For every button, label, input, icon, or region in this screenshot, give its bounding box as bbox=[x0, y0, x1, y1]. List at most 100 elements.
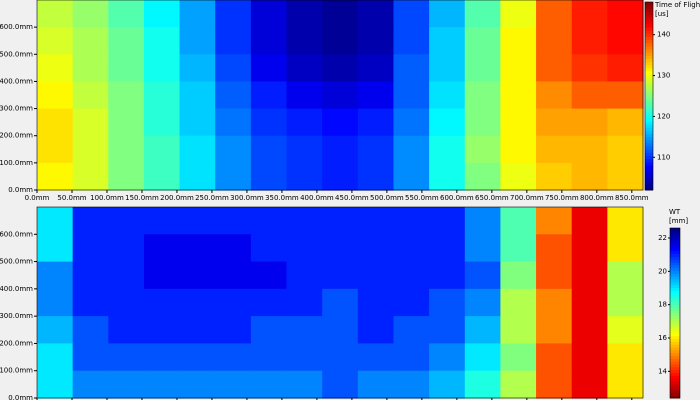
heatmap-cell bbox=[179, 288, 216, 317]
heatmap-cell bbox=[429, 261, 466, 290]
colorbar-segment bbox=[645, 183, 653, 188]
heatmap-cell bbox=[108, 81, 145, 110]
heatmap-cell bbox=[464, 343, 502, 372]
heatmap-cell bbox=[179, 343, 216, 372]
heatmap-cell bbox=[37, 54, 74, 83]
heatmap-cell bbox=[143, 108, 181, 137]
heatmap-cell bbox=[607, 288, 644, 317]
colorbar-frame bbox=[644, 1, 654, 191]
colorbar-segment bbox=[645, 55, 653, 59]
heatmap-cell bbox=[464, 288, 502, 317]
heatmap-cell bbox=[72, 343, 109, 372]
heatmap-cell bbox=[215, 54, 252, 83]
heatmap-cell bbox=[286, 0, 323, 28]
heatmap-cell bbox=[429, 54, 466, 83]
heatmap-cell bbox=[536, 207, 573, 235]
heatmap-cell bbox=[286, 316, 323, 345]
colorbar-segment bbox=[645, 152, 653, 157]
heatmap-cell bbox=[322, 288, 359, 317]
heatmap-cell bbox=[250, 54, 288, 83]
heatmap-cell bbox=[72, 27, 109, 55]
heatmap-cell bbox=[357, 370, 395, 399]
heatmap-cell bbox=[143, 261, 181, 290]
heatmap-cell bbox=[179, 207, 216, 235]
heatmap-cell bbox=[607, 108, 644, 137]
heatmap-cell bbox=[464, 54, 502, 83]
y-tick-label: 300.0mm bbox=[0, 105, 33, 113]
heatmap-cell bbox=[357, 135, 395, 164]
heatmap-cell bbox=[72, 0, 109, 28]
colorbar-segment bbox=[670, 279, 680, 283]
colorbar-segment bbox=[645, 161, 653, 166]
heatmap-cell bbox=[571, 343, 608, 372]
colorbar-segment bbox=[645, 74, 653, 78]
colorbar-segment bbox=[670, 349, 680, 354]
heatmap-cell bbox=[536, 27, 573, 55]
heatmap-cell bbox=[393, 135, 430, 164]
colorbar-segment bbox=[645, 64, 653, 69]
heatmap-cell bbox=[108, 0, 145, 28]
heatmap-cell bbox=[286, 207, 323, 235]
heatmap-cell bbox=[215, 135, 252, 164]
heatmap-cell bbox=[607, 0, 644, 28]
heatmap-cell bbox=[357, 0, 395, 28]
heatmap-cell bbox=[108, 343, 145, 372]
colorbar-segment bbox=[670, 366, 680, 371]
heatmap-cell bbox=[322, 108, 359, 137]
heatmap-cell bbox=[215, 0, 252, 28]
heatmap-cell bbox=[429, 316, 466, 345]
heatmap-cell bbox=[37, 135, 74, 164]
x-tick-label: 50.0mm bbox=[57, 194, 86, 202]
heatmap-cell bbox=[143, 370, 181, 399]
colorbar-segment bbox=[670, 281, 680, 286]
heatmap-cell bbox=[607, 27, 644, 55]
x-tick-label: 100.0mm bbox=[90, 194, 124, 202]
heatmap-cell bbox=[72, 261, 109, 290]
colorbar-segment bbox=[645, 146, 653, 150]
heatmap-cell bbox=[108, 54, 145, 83]
heatmap-cell bbox=[108, 316, 145, 345]
heatmap-cell bbox=[72, 288, 109, 317]
heatmap-cell bbox=[536, 261, 573, 290]
y-tick-label: 100.0mm bbox=[0, 367, 33, 375]
heatmap-cell bbox=[37, 162, 74, 191]
x-tick-label: 250.0mm bbox=[195, 194, 229, 202]
colorbar-label: WT bbox=[669, 208, 681, 216]
heatmap-cell bbox=[357, 207, 395, 235]
heatmap-cell bbox=[393, 234, 430, 263]
colorbar-segment bbox=[670, 315, 680, 320]
colorbar-segment bbox=[670, 321, 680, 325]
y-tick-label: 400.0mm bbox=[0, 285, 33, 293]
colorbar-segment bbox=[645, 121, 653, 125]
colorbar-segment bbox=[670, 381, 680, 385]
heatmap-cell bbox=[357, 81, 395, 110]
heatmap-cell bbox=[322, 81, 359, 110]
y-tick-label: 500.0mm bbox=[0, 50, 33, 58]
heatmap-cell bbox=[536, 54, 573, 83]
heatmap-cell bbox=[464, 316, 502, 345]
heatmap-cell bbox=[179, 81, 216, 110]
colorbar-tick-label: 120 bbox=[657, 112, 670, 120]
colorbar-segment bbox=[670, 270, 680, 274]
heatmap-cell bbox=[322, 261, 359, 290]
heatmap-cell bbox=[143, 0, 181, 28]
heatmap-cell bbox=[500, 27, 537, 55]
colorbar-segment bbox=[645, 105, 653, 110]
heatmap-cell bbox=[429, 162, 466, 191]
heatmap-cell bbox=[250, 108, 288, 137]
heatmap-cell bbox=[72, 316, 109, 345]
colorbar-segment bbox=[670, 301, 680, 305]
heatmap-cell bbox=[37, 234, 74, 263]
colorbar-segment bbox=[670, 364, 680, 368]
heatmap-cell bbox=[571, 27, 608, 55]
heatmap-cell bbox=[607, 162, 644, 191]
colorbar-segment bbox=[645, 8, 653, 12]
heatmap-cell bbox=[464, 108, 502, 137]
colorbar-segment bbox=[645, 67, 653, 72]
heatmap-cell bbox=[500, 234, 537, 263]
heatmap-cell bbox=[322, 27, 359, 55]
colorbar-frame bbox=[669, 227, 681, 399]
heatmap-cell bbox=[393, 370, 430, 399]
colorbar-segment bbox=[670, 332, 680, 337]
